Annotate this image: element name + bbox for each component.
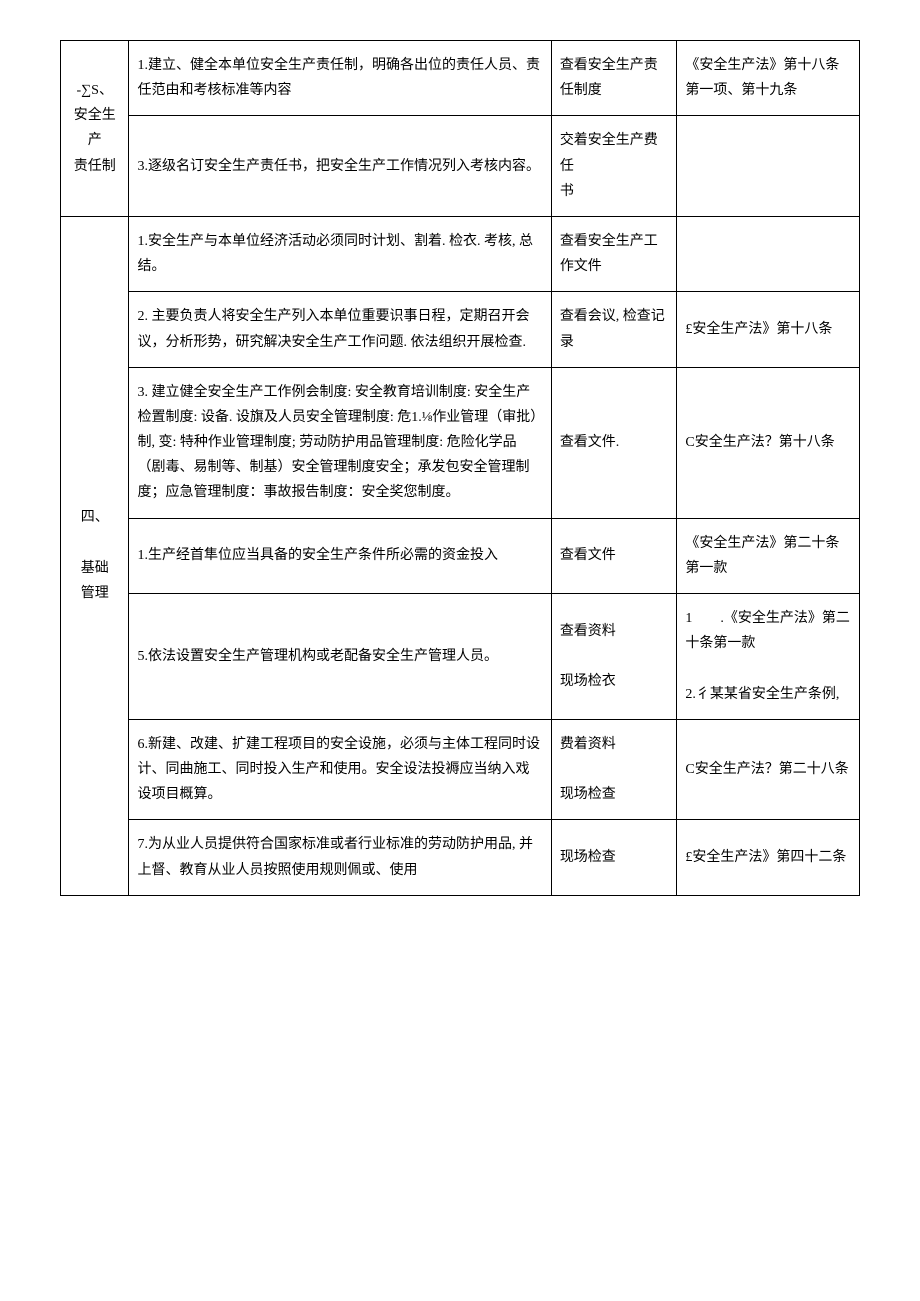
regulation-table: -∑S、 安全生产 责任制 1.建立、健全本单位安全生产责任制，明确各出位的责任… [60, 40, 860, 896]
table-row: 3.逐级名订安全生产责任书，把安全生产工作情况列入考核内容。 交着安全生产费任 … [61, 116, 860, 217]
method-cell: 查看会议, 检查记录 [551, 292, 677, 367]
table-row: 1.生产经首隼位应当具备的安全生产条件所必需的资金投入 查看文件 《安全生产法》… [61, 518, 860, 593]
section-header-3: -∑S、 安全生产 责任制 [61, 41, 129, 217]
basis-cell: 《安全生产法》第十八条第一项、第十九条 [677, 41, 860, 116]
basis-cell: C安全生产法？第十八条 [677, 367, 860, 518]
content-cell: 1.建立、健全本单位安全生产责任制，明确各出位的责任人员、责任范由和考核标准等内… [129, 41, 551, 116]
method-cell: 查看文件 [551, 518, 677, 593]
table-row: 6.新建、改建、扩建工程项目的安全设施，必须与主体工程同时设计、同曲施工、同时投… [61, 719, 860, 820]
table-row: 7.为从业人员提供符合国家标准或者行业标准的劳动防护用品, 并上督、教育从业人员… [61, 820, 860, 895]
content-cell: 7.为从业人员提供符合国家标准或者行业标准的劳动防护用品, 并上督、教育从业人员… [129, 820, 551, 895]
method-cell: 查看安全生产责任制度 [551, 41, 677, 116]
table-row: 5.依法设置安全生产管理机构或老配备安全生产管理人员。 查看资料 现场检衣 1 … [61, 594, 860, 720]
basis-cell [677, 216, 860, 291]
basis-cell: 《安全生产法》第二十条第一款 [677, 518, 860, 593]
basis-cell: 1 .《安全生产法》第二十条第一款 2.彳某某省安全生产条例, [677, 594, 860, 720]
document-page: -∑S、 安全生产 责任制 1.建立、健全本单位安全生产责任制，明确各出位的责任… [60, 40, 860, 896]
section-header-4: 四、 基础 管理 [61, 216, 129, 895]
table-row: -∑S、 安全生产 责任制 1.建立、健全本单位安全生产责任制，明确各出位的责任… [61, 41, 860, 116]
method-cell: 查看文件. [551, 367, 677, 518]
table-row: 四、 基础 管理 1.安全生产与本单位经济活动必须同时计划、割着. 检衣. 考核… [61, 216, 860, 291]
method-cell: 费着资料 现场检查 [551, 719, 677, 820]
table-row: 3. 建立健全安全生产工作例会制度: 安全教育培训制度: 安全生产检置制度: 设… [61, 367, 860, 518]
method-cell: 现场检查 [551, 820, 677, 895]
content-cell: 2. 主要负责人将安全生产列入本单位重要识事日程，定期召开会议，分析形势，研究解… [129, 292, 551, 367]
content-cell: 5.依法设置安全生产管理机构或老配备安全生产管理人员。 [129, 594, 551, 720]
content-cell: 1.安全生产与本单位经济活动必须同时计划、割着. 检衣. 考核, 总结。 [129, 216, 551, 291]
content-cell: 6.新建、改建、扩建工程项目的安全设施，必须与主体工程同时设计、同曲施工、同时投… [129, 719, 551, 820]
content-cell: 3.逐级名订安全生产责任书，把安全生产工作情况列入考核内容。 [129, 116, 551, 217]
table-row: 2. 主要负责人将安全生产列入本单位重要识事日程，定期召开会议，分析形势，研究解… [61, 292, 860, 367]
method-cell: 查看安全生产工作文件 [551, 216, 677, 291]
content-cell: 1.生产经首隼位应当具备的安全生产条件所必需的资金投入 [129, 518, 551, 593]
method-cell: 交着安全生产费任 书 [551, 116, 677, 217]
basis-cell: £安全生产法》第十八条 [677, 292, 860, 367]
basis-cell: C安全生产法？第二十八条 [677, 719, 860, 820]
basis-cell [677, 116, 860, 217]
method-cell: 查看资料 现场检衣 [551, 594, 677, 720]
basis-cell: £安全生产法》第四十二条 [677, 820, 860, 895]
content-cell: 3. 建立健全安全生产工作例会制度: 安全教育培训制度: 安全生产检置制度: 设… [129, 367, 551, 518]
